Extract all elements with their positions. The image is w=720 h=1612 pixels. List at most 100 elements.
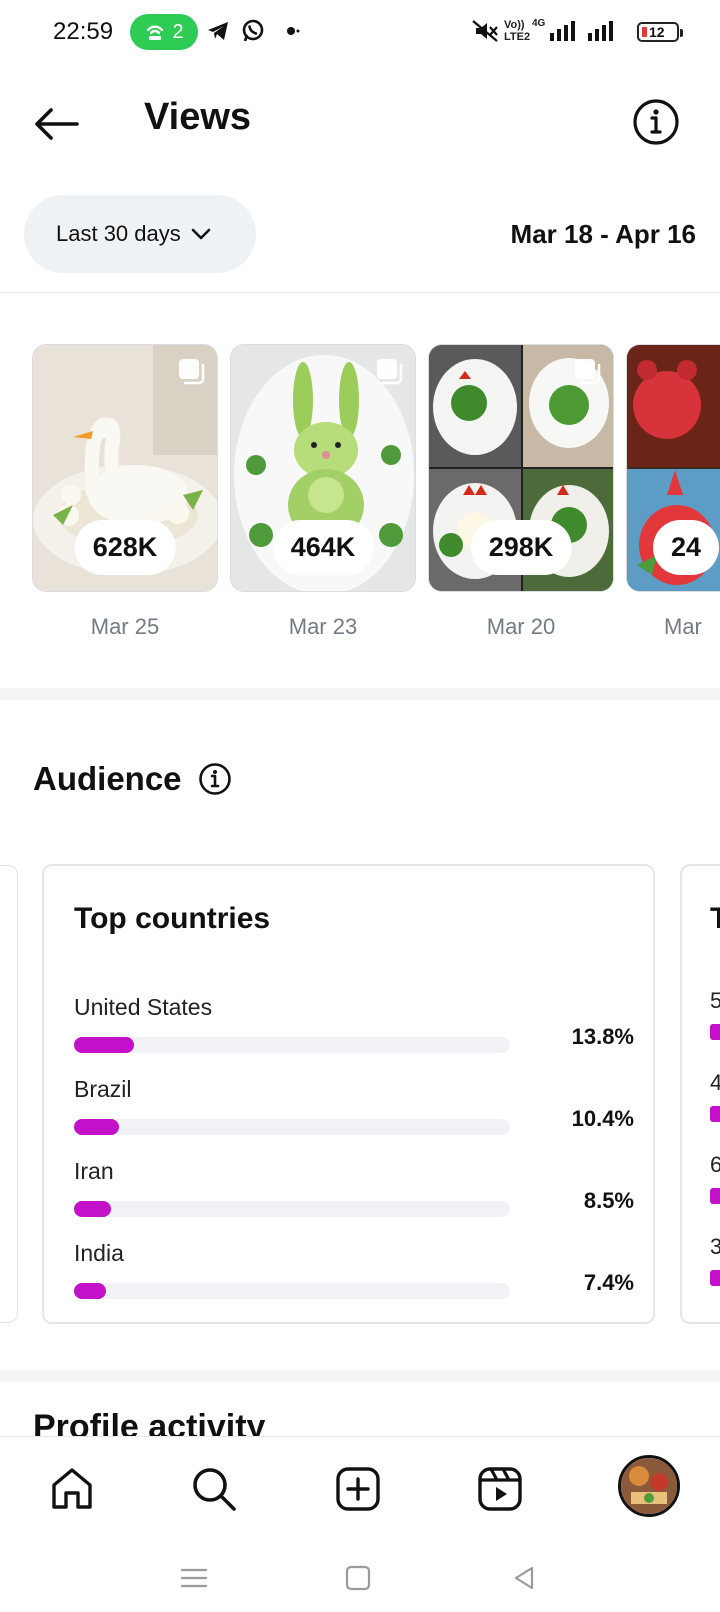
section-divider [0, 1370, 720, 1382]
views-count: 24 [653, 520, 720, 575]
signal-icon [550, 21, 613, 41]
post-thumbnail[interactable]: 464K [230, 344, 416, 592]
recent-apps-button[interactable] [172, 1556, 216, 1600]
top-posts-carousel[interactable]: 628K Mar 25 [0, 344, 720, 644]
country-row: India 7.4% [74, 1240, 634, 1310]
back-arrow-icon [35, 108, 79, 140]
whatsapp-icon [242, 19, 264, 42]
card-title: Top countries [74, 902, 271, 935]
post-card[interactable]: 464K Mar 23 [230, 344, 416, 640]
country-percentage: 13.8% [571, 1024, 634, 1049]
home-icon [52, 1468, 92, 1509]
home-system-button[interactable] [336, 1556, 380, 1600]
bar-fill [74, 1283, 107, 1299]
bar-fill [74, 1119, 120, 1135]
nav-reels[interactable] [472, 1461, 528, 1517]
back-system-button[interactable] [502, 1556, 546, 1600]
bar-track [74, 1037, 510, 1053]
avatar-image [621, 1458, 677, 1514]
nav-search[interactable] [186, 1461, 242, 1517]
next-card-title: T [710, 902, 720, 936]
bar-track [74, 1283, 510, 1299]
carousel-post-icon [575, 359, 601, 385]
country-row: United States 13.8% [74, 994, 634, 1064]
next-card-value: 5 [710, 988, 720, 1014]
battery-tip [680, 29, 683, 37]
chevron-down-icon [191, 228, 211, 240]
status-bar: 22:59 2 Vo)) LTE2 4G 12 [0, 0, 720, 64]
divider [0, 292, 720, 293]
page-title: Views [144, 96, 252, 138]
volte-label-bottom: LTE2 [504, 31, 531, 43]
bar-fill [74, 1037, 135, 1053]
post-card[interactable]: 628K Mar 25 [32, 344, 218, 640]
date-range-dropdown[interactable]: Last 30 days [24, 195, 256, 273]
post-card[interactable]: 24 Mar [626, 344, 720, 640]
post-thumbnail[interactable]: 628K [32, 344, 218, 592]
post-thumbnail[interactable]: 298K [428, 344, 614, 592]
info-icon [633, 99, 679, 145]
post-thumbnail[interactable]: 24 [626, 344, 720, 592]
info-icon[interactable] [198, 762, 232, 796]
create-icon [336, 1467, 380, 1511]
status-time: 22:59 [53, 18, 114, 45]
country-name: Brazil [74, 1076, 132, 1102]
top-countries-card[interactable]: Top countries United States 13.8% Brazil… [42, 864, 655, 1324]
views-count: 628K [74, 520, 176, 575]
next-card-value: 6 [710, 1152, 720, 1178]
section-divider [0, 688, 720, 700]
next-card-edge[interactable]: T 5 4 6 3 [680, 864, 720, 1324]
country-percentage: 8.5% [583, 1188, 634, 1213]
battery-icon: 12 [637, 22, 683, 42]
country-row: Brazil 10.4% [74, 1076, 634, 1146]
post-card[interactable]: 298K Mar 20 [428, 344, 614, 640]
system-navigation [0, 1542, 720, 1612]
country-percentage: 7.4% [583, 1270, 634, 1295]
date-range-label: Last 30 days [56, 221, 181, 246]
audience-title: Audience [33, 760, 182, 797]
country-name: Iran [74, 1158, 114, 1184]
next-card-bar [710, 1188, 720, 1204]
next-card-bar [710, 1270, 720, 1286]
back-button[interactable] [28, 96, 84, 152]
bar-fill [74, 1201, 112, 1217]
next-card-value: 4 [710, 1070, 720, 1096]
post-date: Mar 20 [486, 614, 556, 639]
nav-create[interactable] [330, 1461, 386, 1517]
notification-dot-icon [287, 27, 300, 35]
square-icon [345, 1565, 371, 1591]
next-card-bar [710, 1024, 720, 1040]
hotspot-icon [147, 25, 164, 40]
carousel-post-icon [377, 359, 403, 385]
next-card-value: 3 [710, 1234, 720, 1260]
hotspot-count: 2 [172, 20, 184, 43]
carousel-post-icon [179, 359, 205, 385]
search-icon [193, 1468, 236, 1511]
previous-card-edge[interactable] [0, 865, 18, 1323]
country-name: India [74, 1240, 124, 1266]
battery-fill [642, 27, 647, 37]
nav-home[interactable] [44, 1461, 100, 1517]
bottom-navigation [0, 1436, 720, 1542]
profile-avatar[interactable] [618, 1455, 680, 1517]
info-button[interactable] [630, 96, 682, 148]
bar-track [74, 1201, 510, 1217]
menu-icon [180, 1568, 208, 1588]
hotspot-pill: 2 [130, 14, 198, 50]
next-card-bar [710, 1106, 720, 1122]
reels-icon [478, 1467, 522, 1511]
triangle-back-icon [514, 1566, 534, 1590]
battery-level: 12 [649, 24, 665, 40]
mute-icon [472, 20, 498, 42]
country-percentage: 10.4% [571, 1106, 634, 1131]
post-date: Mar 25 [90, 614, 160, 639]
bar-track [74, 1119, 510, 1135]
network-type: 4G [532, 18, 546, 29]
country-name: United States [74, 994, 213, 1020]
country-row: Iran 8.5% [74, 1158, 634, 1228]
volte-label-top: Vo)) [504, 19, 525, 31]
date-range-text: Mar 18 - Apr 16 [510, 219, 696, 249]
post-date: Mar 23 [288, 614, 358, 639]
views-count: 298K [470, 520, 572, 575]
views-count: 464K [272, 520, 374, 575]
